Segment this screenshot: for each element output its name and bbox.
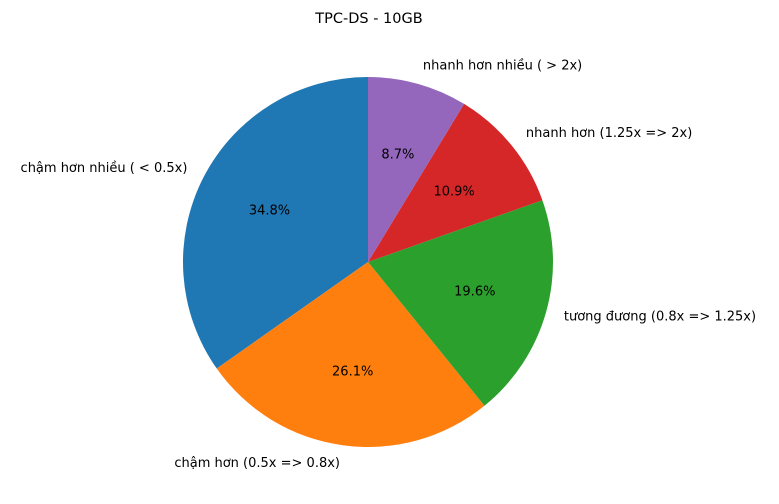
pie-slice-3 [368, 200, 554, 406]
pie-slices [182, 77, 554, 448]
slice-label-4: nhanh hơn (1.25x => 2x) [526, 126, 692, 141]
percent-label-3: 19.6% [454, 285, 495, 300]
slice-label-1: chậm hơn nhiều ( < 0.5x) [21, 161, 188, 176]
percent-label-2: 26.1% [332, 364, 373, 379]
percent-labels: 34.8% 26.1% 19.6% 10.9% 8.7% [249, 148, 496, 380]
pie-slice-2 [216, 262, 485, 448]
slice-label-2: chậm hơn (0.5x => 0.8x) [174, 456, 340, 471]
percent-label-4: 10.9% [433, 185, 474, 200]
pie-slice-4 [368, 103, 543, 262]
pie-slice-1 [182, 77, 368, 369]
pie-slice-5 [368, 77, 465, 262]
chart-title: TPC-DS - 10GB [314, 11, 422, 27]
percent-label-1: 34.8% [249, 203, 290, 218]
percent-label-5: 8.7% [381, 148, 414, 163]
slice-label-3: tương đương (0.8x => 1.25x) [564, 310, 756, 325]
slice-label-5: nhanh hơn nhiều ( > 2x) [423, 59, 582, 74]
slice-labels: chậm hơn nhiều ( < 0.5x) chậm hơn (0.5x =… [21, 59, 757, 472]
